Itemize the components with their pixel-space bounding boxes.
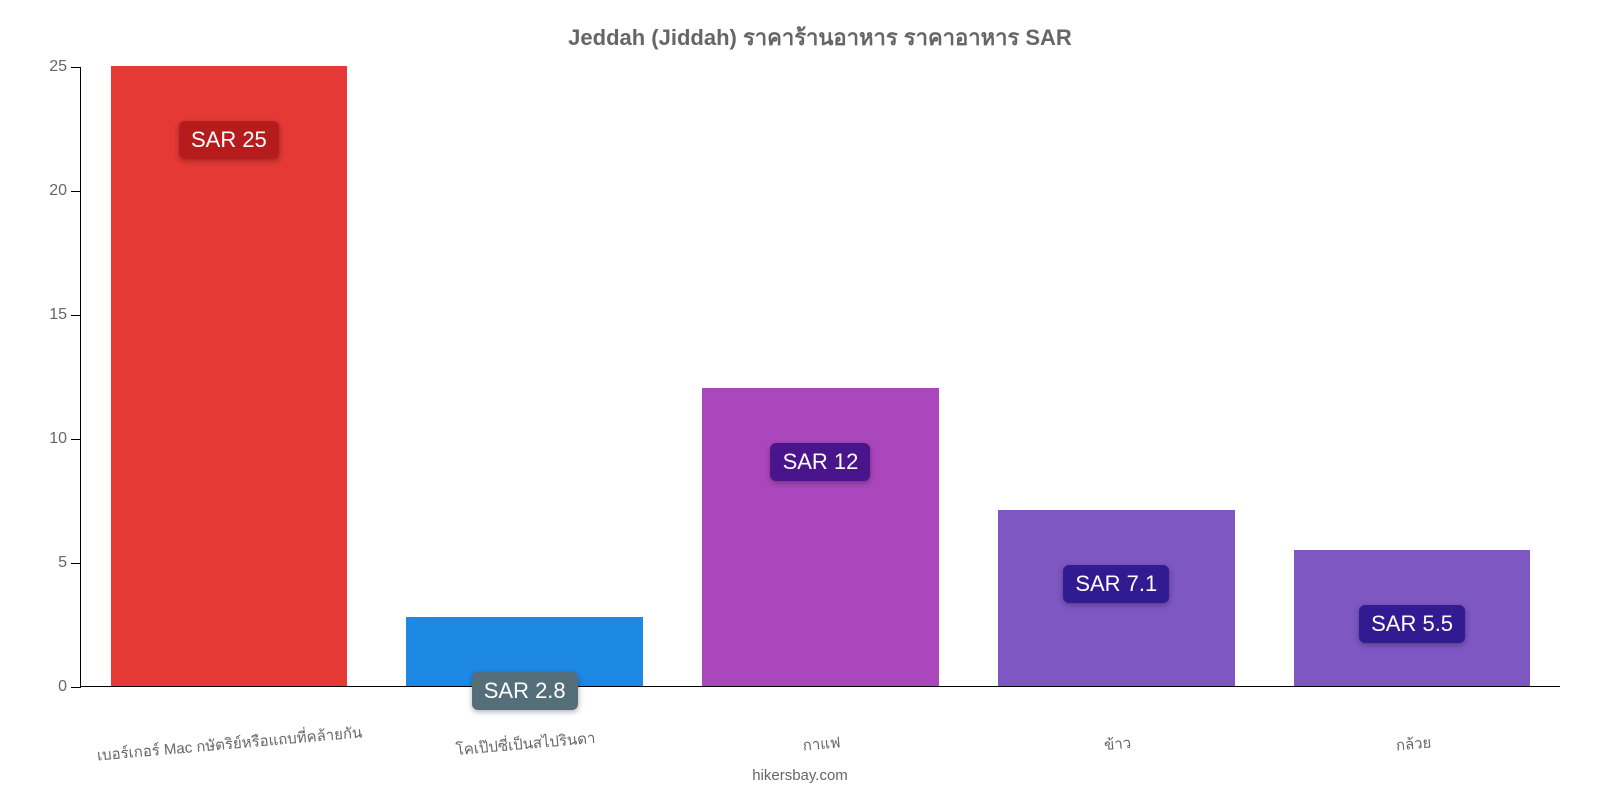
- bar: SAR 7.1: [998, 510, 1235, 686]
- attribution-text: hikersbay.com: [0, 767, 1600, 784]
- bar: SAR 5.5: [1294, 550, 1531, 686]
- y-tick-label: 10: [49, 430, 81, 448]
- value-badge: SAR 12: [771, 443, 871, 481]
- value-badge: SAR 5.5: [1359, 605, 1465, 643]
- bar: SAR 25: [111, 66, 348, 686]
- x-tick-label: โคเป๊ปซี่เป็นสไปรินดา: [377, 719, 674, 769]
- y-tick-label: 20: [49, 182, 81, 200]
- bar: SAR 12: [702, 388, 939, 686]
- x-tick-label: เบอร์เกอร์ Mac กษัตริย์หรือแถบที่คล้ายกั…: [81, 719, 378, 769]
- x-tick-label: ข้าว: [969, 719, 1266, 769]
- plot-area: SAR 25SAR 2.8SAR 12SAR 7.1SAR 5.5 051015…: [80, 67, 1560, 687]
- y-tick-label: 25: [49, 58, 81, 76]
- value-badge: SAR 25: [179, 121, 279, 159]
- y-tick-label: 0: [58, 678, 81, 696]
- chart-title: Jeddah (Jiddah) ราคาร้านอาหาร ราคาอาหาร …: [80, 20, 1560, 55]
- y-tick-label: 15: [49, 306, 81, 324]
- bar: SAR 2.8: [406, 617, 643, 686]
- bar-slot: SAR 5.5: [1264, 67, 1560, 686]
- bars-group: SAR 25 SAR 2.8 SAR 12 SAR 7.1 SAR 5.5: [81, 67, 1560, 686]
- y-tick-label: 5: [58, 554, 81, 572]
- chart-container: Jeddah (Jiddah) ราคาร้านอาหาร ราคาอาหาร …: [0, 0, 1600, 800]
- bar-slot: SAR 2.8: [377, 67, 673, 686]
- value-badge: SAR 7.1: [1063, 565, 1169, 603]
- x-tick-label: กาแฟ: [673, 719, 970, 769]
- bar-slot: SAR 12: [673, 67, 969, 686]
- x-tick-label: กล้วย: [1265, 719, 1562, 769]
- bar-slot: SAR 7.1: [968, 67, 1264, 686]
- value-badge: SAR 2.8: [472, 672, 578, 710]
- bar-slot: SAR 25: [81, 67, 377, 686]
- x-axis-labels: เบอร์เกอร์ Mac กษัตริย์หรือแถบที่คล้ายกั…: [80, 726, 1560, 750]
